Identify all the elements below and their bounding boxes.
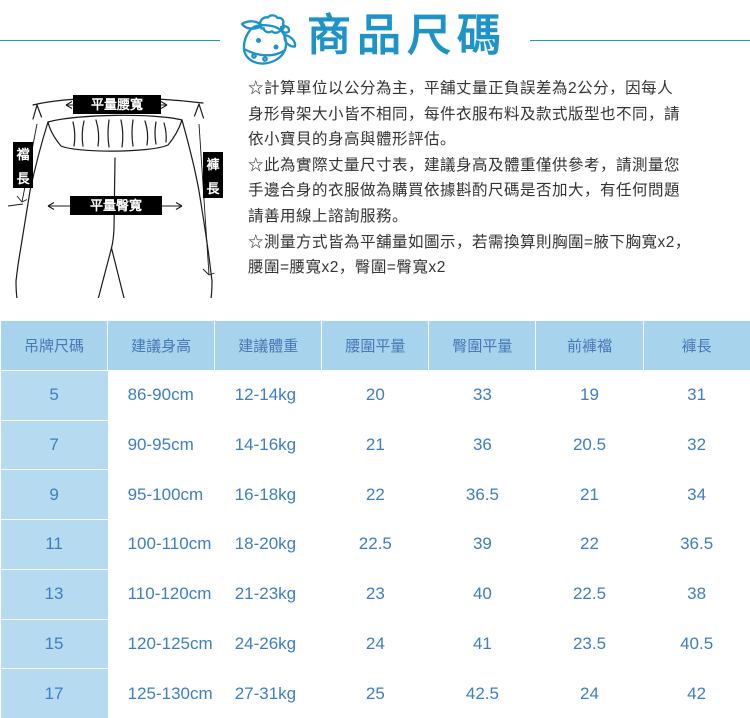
svg-text:長: 長	[16, 171, 30, 186]
svg-text:平量腰寬: 平量腰寬	[91, 97, 143, 112]
svg-text:襠: 襠	[16, 147, 29, 162]
svg-text:褲: 褲	[206, 157, 219, 172]
svg-text:平量臀寬: 平量臀寬	[90, 198, 142, 213]
svg-text:長: 長	[206, 181, 220, 196]
